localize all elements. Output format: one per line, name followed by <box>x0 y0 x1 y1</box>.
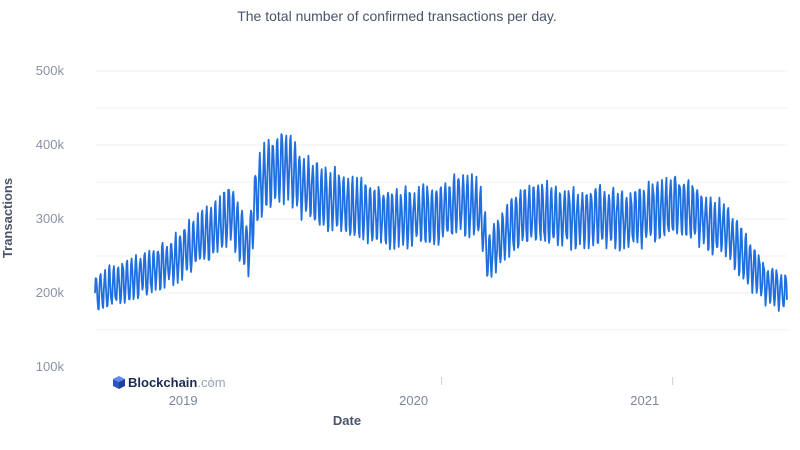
x-tick-label: 2021 <box>630 393 659 408</box>
y-tick-label: 200k <box>36 285 65 300</box>
y-tick-label: 300k <box>36 211 65 226</box>
x-tick-label: 2020 <box>399 393 428 408</box>
branding: Blockchain.com <box>113 375 226 390</box>
y-tick-labels: 100k 200k 300k 400k 500k <box>36 63 65 374</box>
brand-name: Blockchain <box>128 375 197 390</box>
x-axis-title: Date <box>333 413 361 428</box>
y-axis-title: Transactions <box>0 178 15 258</box>
y-tick-label: 500k <box>36 63 65 78</box>
brand-suffix: .com <box>197 375 225 390</box>
x-tick-labels: 2019 2020 2021 <box>169 377 674 408</box>
blockchain-cube-icon <box>113 376 125 389</box>
series-line-transactions <box>94 133 788 312</box>
y-tick-label: 400k <box>36 137 65 152</box>
chart-subtitle: The total number of confirmed transactio… <box>237 8 557 24</box>
y-tick-label: 100k <box>36 359 65 374</box>
svg-text:Blockchain.com: Blockchain.com <box>128 375 226 390</box>
x-tick-label: 2019 <box>169 393 198 408</box>
